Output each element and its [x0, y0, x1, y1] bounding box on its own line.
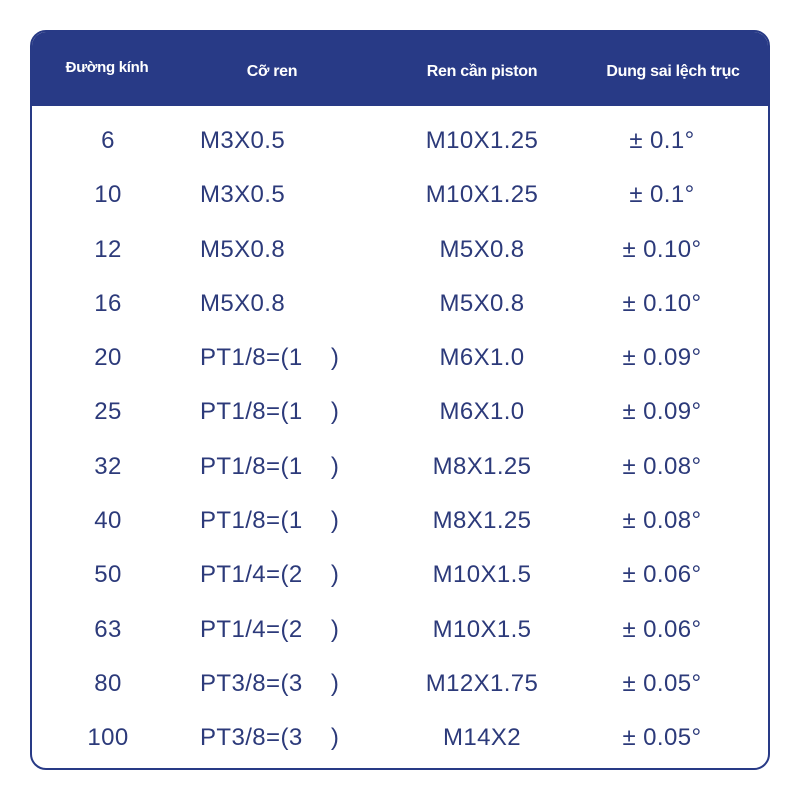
table-row: 80 PT3/8=(3 ) M12X1.75 ± 0.05°: [32, 657, 768, 711]
table-header: Đường kính Cỡ ren Ren cần piston Dung sa…: [32, 32, 768, 106]
cell-thread-size: M3X0.5: [200, 181, 286, 209]
cell-piston-rod-thread: M10X1.25: [425, 181, 539, 209]
cell-diameter: 50: [94, 561, 122, 589]
cell-piston-rod-thread: M12X1.75: [425, 669, 539, 697]
cell-piston-rod-thread: M5X0.8: [439, 289, 525, 317]
cell-thread-size: PT1/8=(1 ): [200, 507, 340, 535]
cell-thread-size: M3X0.5: [200, 127, 286, 154]
cell-diameter: 10: [94, 181, 122, 209]
header-thread-size: Cỡ ren: [246, 63, 298, 80]
cell-thread-size: PT1/8=(1 ): [200, 398, 340, 426]
cell-diameter: 6: [101, 127, 115, 154]
header-diameter: Đường kính: [65, 59, 149, 76]
cell-thread-size: M5X0.8: [200, 289, 286, 317]
cell-axial-tolerance: ± 0.10°: [622, 235, 702, 263]
table-row: 10 M3X0.5 M10X1.25 ± 0.1°: [32, 168, 768, 222]
cell-piston-rod-thread: M10X1.25: [425, 127, 539, 154]
cell-thread-size: PT1/4=(2 ): [200, 561, 340, 589]
cell-thread-size: M5X0.8: [200, 235, 286, 263]
spec-table: Đường kính Cỡ ren Ren cần piston Dung sa…: [30, 30, 770, 770]
cell-diameter: 32: [94, 452, 122, 480]
header-axial-tolerance: Dung sai lệch trục: [606, 63, 740, 80]
table-row: 25 PT1/8=(1 ) M6X1.0 ± 0.09°: [32, 385, 768, 439]
cell-axial-tolerance: ± 0.05°: [622, 669, 702, 697]
cell-diameter: 20: [94, 344, 122, 372]
table-row: 20 PT1/8=(1 ) M6X1.0 ± 0.09°: [32, 331, 768, 385]
cell-diameter: 80: [94, 669, 122, 697]
table-row: 40 PT1/8=(1 ) M8X1.25 ± 0.08°: [32, 494, 768, 548]
cell-piston-rod-thread: M6X1.0: [439, 398, 525, 426]
cell-diameter: 25: [94, 398, 122, 426]
cell-diameter: 63: [94, 615, 122, 643]
header-piston-rod-thread: Ren cần piston: [426, 63, 538, 80]
cell-thread-size: PT1/4=(2 ): [200, 615, 340, 643]
table-row: 16 M5X0.8 M5X0.8 ± 0.10°: [32, 277, 768, 331]
cell-thread-size: PT3/8=(3 ): [200, 724, 340, 752]
table-row: 100 PT3/8=(3 ) M14X2 ± 0.05°: [32, 711, 768, 765]
cell-diameter: 16: [94, 289, 122, 317]
table-body: 6 M3X0.5 M10X1.25 ± 0.1° 10 M3X0.5 M10X1…: [32, 106, 768, 766]
cell-diameter: 12: [94, 235, 122, 263]
cell-diameter: 100: [87, 724, 129, 752]
cell-axial-tolerance: ± 0.09°: [622, 344, 702, 372]
cell-axial-tolerance: ± 0.06°: [622, 615, 702, 643]
cell-piston-rod-thread: M8X1.25: [432, 452, 532, 480]
cell-axial-tolerance: ± 0.08°: [622, 507, 702, 535]
cell-diameter: 40: [94, 507, 122, 535]
cell-thread-size: PT3/8=(3 ): [200, 669, 340, 697]
cell-piston-rod-thread: M10X1.5: [432, 615, 532, 643]
cell-piston-rod-thread: M10X1.5: [432, 561, 532, 589]
cell-axial-tolerance: ± 0.1°: [629, 181, 695, 209]
table-row: 6 M3X0.5 M10X1.25 ± 0.1°: [32, 114, 768, 168]
cell-piston-rod-thread: M5X0.8: [439, 235, 525, 263]
cell-axial-tolerance: ± 0.05°: [622, 724, 702, 752]
cell-axial-tolerance: ± 0.10°: [622, 289, 702, 317]
cell-piston-rod-thread: M8X1.25: [432, 507, 532, 535]
cell-piston-rod-thread: M14X2: [442, 724, 522, 752]
table-row: 50 PT1/4=(2 ) M10X1.5 ± 0.06°: [32, 548, 768, 602]
cell-piston-rod-thread: M6X1.0: [439, 344, 525, 372]
cell-axial-tolerance: ± 0.06°: [622, 561, 702, 589]
cell-thread-size: PT1/8=(1 ): [200, 452, 340, 480]
cell-axial-tolerance: ± 0.08°: [622, 452, 702, 480]
cell-axial-tolerance: ± 0.09°: [622, 398, 702, 426]
cell-axial-tolerance: ± 0.1°: [629, 127, 695, 154]
cell-thread-size: PT1/8=(1 ): [200, 344, 340, 372]
table-row: 12 M5X0.8 M5X0.8 ± 0.10°: [32, 223, 768, 277]
table-row: 32 PT1/8=(1 ) M8X1.25 ± 0.08°: [32, 440, 768, 494]
table-row: 63 PT1/4=(2 ) M10X1.5 ± 0.06°: [32, 603, 768, 657]
